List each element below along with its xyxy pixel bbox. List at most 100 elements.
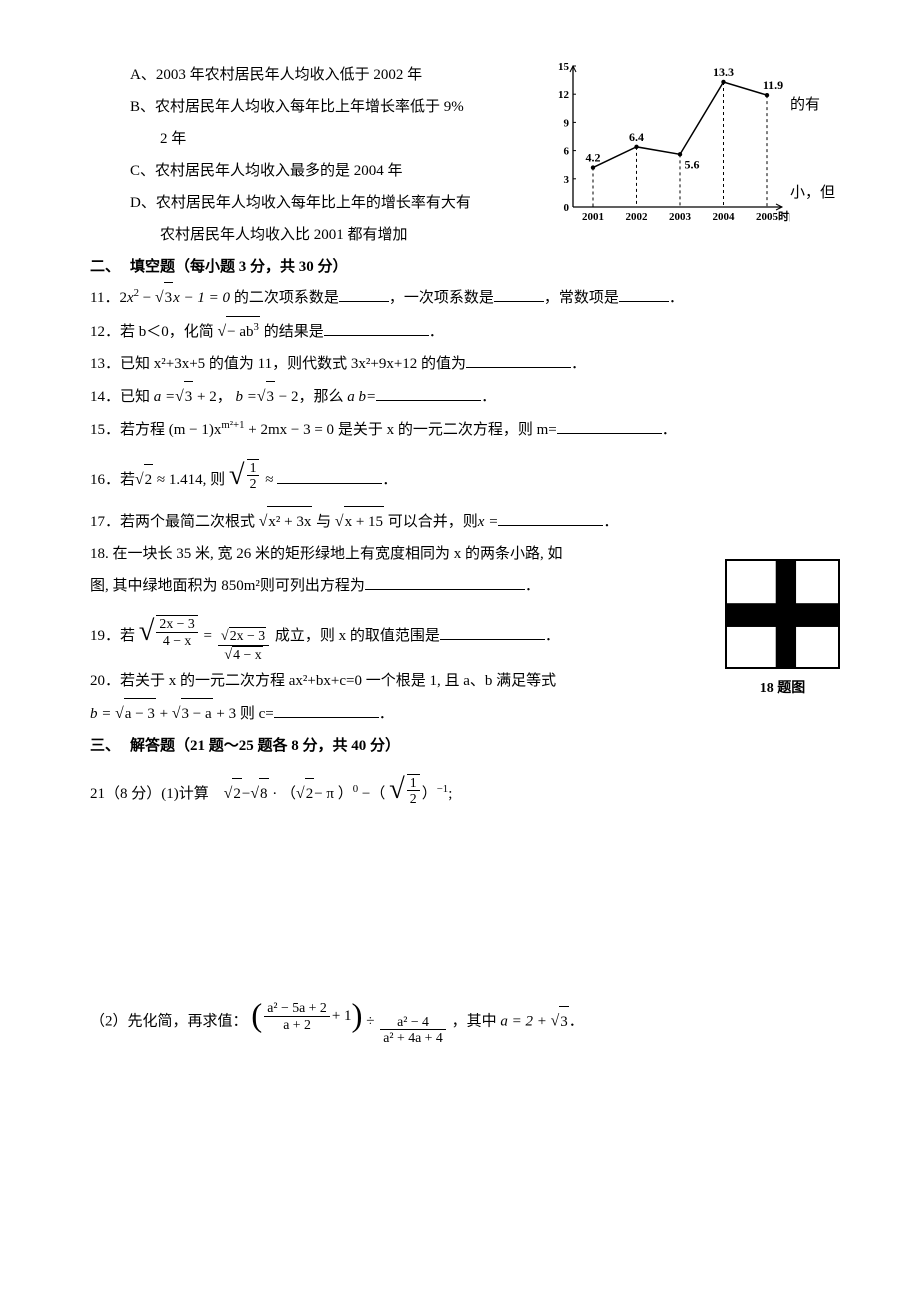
fig18-label: 18 题图: [725, 675, 840, 703]
q21-s2: 8: [259, 778, 269, 809]
q14-end: ．: [481, 389, 496, 405]
q15-end: ．: [662, 422, 677, 438]
q20-p: +: [156, 706, 172, 722]
q21b-n2: a² − 4: [380, 1014, 446, 1030]
q20-b: b =: [90, 706, 115, 722]
q14-blank: [376, 385, 481, 401]
q21-s3: 2: [305, 778, 315, 809]
q16-blank: [277, 468, 382, 484]
q11-sqrt: 3: [164, 282, 174, 313]
q21b-pre: （2）先化简，再求值：: [90, 1014, 248, 1030]
q19-end: ．: [545, 628, 560, 644]
q21b-txt: ，其中: [452, 1014, 497, 1030]
q15: 15．若方程 (m − 1)xm²+1 + 2mx − 3 = 0 是关于 x …: [90, 415, 840, 445]
svg-text:12: 12: [558, 89, 570, 101]
q10-row: A、2003 年农村居民年人均收入低于 2002 年 B、农村居民年人均收入每年…: [90, 60, 840, 252]
q14-a: a =: [154, 389, 175, 405]
q12-end: ．: [429, 324, 444, 340]
q16: 16．若√2 ≈ 1.414, 则 √12 ≈ ．: [90, 447, 840, 504]
q10-opt-b: B、农村居民年人均收入每年比上年增长率低于 9%: [90, 92, 545, 122]
q11-end: ．: [669, 290, 684, 306]
q21b-div: ÷: [366, 1014, 378, 1030]
q21-pi: − π ）: [314, 786, 353, 802]
q17-s1: x² + 3x: [267, 506, 312, 537]
q12: 12．若 b＜0，化简 √− ab3 的结果是．: [90, 316, 840, 348]
q14: 14．已知 a =√3 + 2， b =√3 − 2，那么 a b=．: [90, 381, 840, 413]
q16-end: ．: [382, 472, 397, 488]
section-3-heading: 三、 解答题（21 题～25 题各 8 分，共 40 分）: [90, 731, 840, 761]
q16-fnum: 1: [247, 460, 260, 476]
q19-d2: 4 − x: [232, 646, 262, 662]
q16-pre: 16．若: [90, 472, 135, 488]
q15-pre: 15．若方程: [90, 422, 165, 438]
q21-dot: ·: [272, 786, 277, 802]
q21b-a: a = 2 +: [500, 1014, 550, 1030]
q16-mid: ≈ 1.414, 则: [153, 472, 229, 488]
svg-text:9: 9: [564, 117, 570, 129]
q11-blank3: [619, 286, 669, 302]
q21-z: 0: [353, 783, 358, 795]
q10-right-text: 的有 小，但: [790, 60, 840, 208]
q20-s1: a − 3: [124, 698, 156, 729]
q19-d2w: √4 − x: [218, 646, 269, 664]
fig18-wrapper: 18 题图: [725, 539, 840, 703]
q21-fden: 2: [407, 791, 420, 806]
svg-text:时间：(年): 时间：(年): [778, 209, 790, 223]
q20-end: ．: [379, 706, 394, 722]
q10-options: A、2003 年农村居民年人均收入低于 2002 年 B、农村居民年人均收入每年…: [90, 60, 545, 252]
workspace-1: [90, 820, 840, 1000]
svg-text:11.9: 11.9: [763, 78, 783, 92]
q10-opt-c: C、农村居民年人均收入最多的是 2004 年: [90, 156, 545, 186]
q19: 19．若 √2x − 34 − x = √2x − 3√4 − x 成立，则 x…: [90, 603, 717, 664]
q19-n2: 2x − 3: [229, 627, 266, 643]
q18-end: ．: [525, 578, 540, 594]
q15-blank: [557, 418, 662, 434]
q13: 13．已知 x²+3x+5 的值为 11，则代数式 3x²+9x+12 的值为 ．: [90, 349, 840, 379]
q17-pre: 17．若两个最简二次根式: [90, 514, 259, 530]
svg-text:2004: 2004: [713, 211, 736, 223]
q17-s2: x + 15: [344, 506, 384, 537]
q21-m2: −（: [362, 786, 389, 802]
sec2-text: 填空题（每小题 3 分，共 30 分）: [130, 252, 348, 282]
q21-1: 21（8 分）(1)计算 √2−√8 · （√2− π ）0 −（ √12）−1…: [90, 761, 840, 818]
q12-pre: 12．若 b＜0，化简: [90, 324, 214, 340]
q19-pre: 19．若: [90, 628, 139, 644]
q17-x: x =: [478, 514, 499, 530]
q11-t3: ，常数项是: [544, 290, 619, 306]
q15-exp: m²+1: [221, 419, 244, 431]
svg-text:6.4: 6.4: [629, 130, 644, 144]
q12-post: 的结果是: [264, 324, 324, 340]
q10-opt-a: A、2003 年农村居民年人均收入低于 2002 年: [90, 60, 545, 90]
q14-ab: a b=: [347, 389, 376, 405]
q21-2: （2）先化简，再求值： ( a² − 5a + 2a + 2 + 1 ) ÷ a…: [90, 1000, 840, 1045]
q20-s2: 3 − a: [181, 698, 213, 729]
q21b-p1: + 1: [332, 1001, 352, 1031]
q21b-end: ．: [569, 1014, 584, 1030]
q11-t2: ，一次项系数是: [389, 290, 494, 306]
sec3-num: 三、: [90, 731, 130, 761]
q10-b-tail: 的有: [790, 90, 840, 120]
q21-sc: ;: [448, 786, 452, 802]
sec2-num: 二、: [90, 252, 130, 282]
q16-s: 2: [144, 464, 154, 495]
q11-t1: 的二次项系数是: [234, 290, 339, 306]
q19-n2w: √2x − 3: [218, 627, 269, 646]
q11-blank1: [339, 286, 389, 302]
q20-l1: 20．若关于 x 的一元二次方程 ax²+bx+c=0 一个根是 1, 且 a、…: [90, 666, 717, 696]
chart-wrapper: 036912154.220016.420025.6200313.3200411.…: [545, 60, 790, 235]
q13-end: ．: [571, 356, 586, 372]
q18-l1: 18. 在一块长 35 米, 宽 26 米的矩形绿地上有宽度相同为 x 的两条小…: [90, 539, 717, 569]
q11-m2: x − 1 = 0: [173, 290, 230, 306]
sec3-text: 解答题（21 题～25 题各 8 分，共 40 分）: [130, 731, 400, 761]
svg-text:15: 15: [558, 61, 570, 73]
q13-text: 13．已知 x²+3x+5 的值为 11，则代数式 3x²+9x+12 的值为: [90, 356, 466, 372]
q14-p2: + 2，: [193, 389, 231, 405]
q12-exp: 3: [254, 321, 259, 333]
q18-blank: [365, 574, 525, 590]
svg-text:2005: 2005: [756, 211, 779, 223]
q17-blank: [498, 510, 603, 526]
q20-l2: b = √a − 3 + √3 − a + 3 则 c=．: [90, 698, 717, 730]
q13-blank: [466, 352, 571, 368]
q14-pre: 14．已知: [90, 389, 150, 405]
q19-blank: [440, 624, 545, 640]
